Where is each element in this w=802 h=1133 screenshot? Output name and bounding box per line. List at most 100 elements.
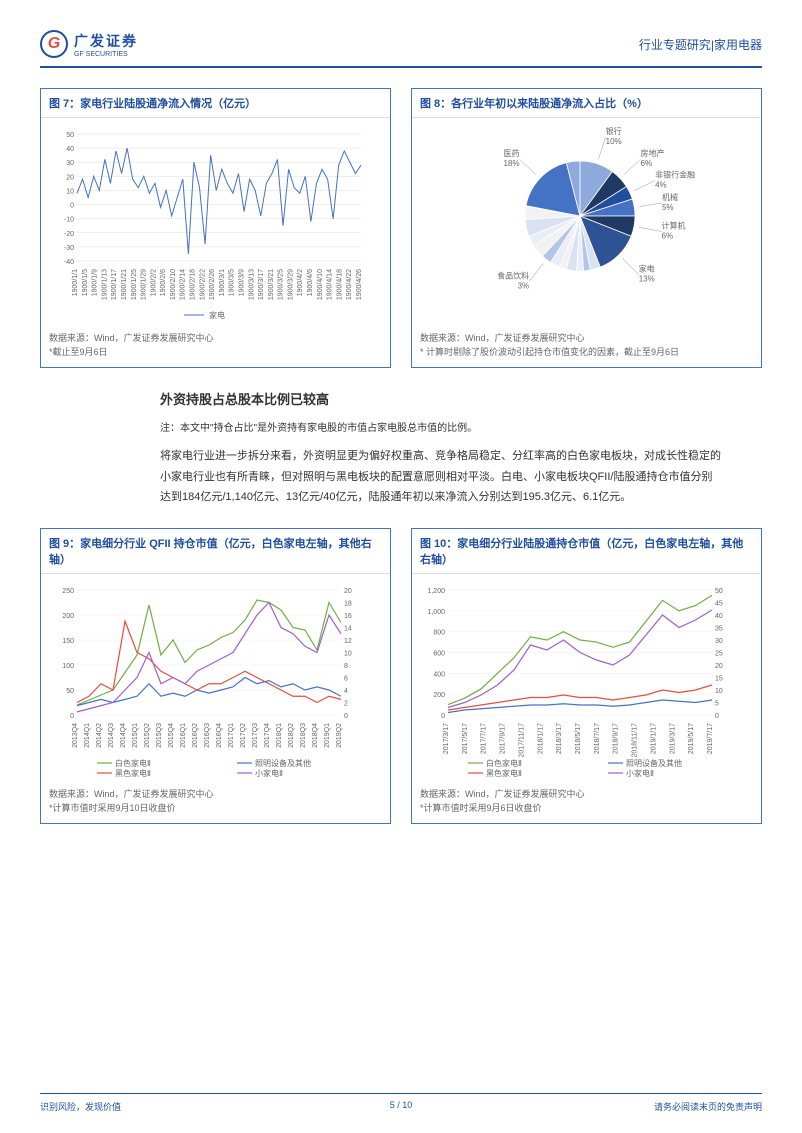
svg-text:2017Q1: 2017Q1: [228, 723, 235, 748]
svg-text:12: 12: [344, 638, 352, 645]
logo-icon: G: [40, 30, 68, 58]
svg-text:2013Q4: 2013Q4: [72, 723, 79, 748]
figure-7: 图 7：家电行业陆股通净流入情况（亿元） -40-30-20-100102030…: [40, 88, 391, 368]
svg-text:1900/3/17: 1900/3/17: [258, 269, 265, 300]
svg-text:1,200: 1,200: [427, 588, 445, 595]
svg-text:1900/3/29: 1900/3/29: [287, 269, 294, 300]
svg-text:计算机: 计算机: [662, 221, 686, 231]
fig9-source: 数据来源：Wind，广发证券发展研究中心: [49, 788, 382, 802]
svg-text:2017Q4: 2017Q4: [264, 723, 271, 748]
figure-9: 图 9：家电细分行业 QFII 持仓市值（亿元，白色家电左轴，其他右轴） 050…: [40, 528, 391, 824]
svg-text:20: 20: [344, 588, 352, 595]
svg-text:1900/3/5: 1900/3/5: [229, 269, 236, 296]
svg-text:2017/3/17: 2017/3/17: [443, 723, 450, 754]
footer: 识别风险，发现价值 5 / 10 请务必阅读末页的免责声明: [40, 1093, 762, 1113]
svg-text:2018/1/17: 2018/1/17: [537, 723, 544, 754]
svg-text:房地产: 房地产: [641, 148, 665, 158]
svg-text:30: 30: [715, 638, 723, 645]
fig10-note: *计算市值时采用9月6日收盘价: [420, 802, 753, 816]
svg-text:50: 50: [66, 132, 74, 139]
svg-text:25: 25: [715, 651, 723, 658]
svg-text:1900/2/2: 1900/2/2: [150, 269, 157, 296]
svg-text:小家电Ⅱ: 小家电Ⅱ: [255, 768, 283, 777]
svg-text:800: 800: [433, 630, 445, 637]
header: G 广发证券 GF SECURITIES 行业专题研究|家用电器: [40, 30, 762, 68]
svg-text:家电: 家电: [639, 264, 655, 274]
svg-text:1900/1/29: 1900/1/29: [141, 269, 148, 300]
svg-text:2018Q3: 2018Q3: [300, 723, 307, 748]
svg-text:1,000: 1,000: [427, 609, 445, 616]
svg-text:2015Q2: 2015Q2: [144, 723, 151, 748]
svg-text:-10: -10: [64, 217, 74, 224]
svg-text:2018/7/17: 2018/7/17: [594, 723, 601, 754]
svg-text:2018/3/17: 2018/3/17: [556, 723, 563, 754]
svg-text:-20: -20: [64, 231, 74, 238]
svg-text:1900/2/18: 1900/2/18: [190, 269, 197, 300]
svg-text:1900/3/1: 1900/3/1: [219, 269, 226, 296]
svg-text:1900/1/5: 1900/1/5: [82, 269, 89, 296]
svg-text:1900/2/10: 1900/2/10: [170, 269, 177, 300]
footer-left: 识别风险，发现价值: [40, 1100, 121, 1113]
svg-text:1900/3/21: 1900/3/21: [268, 269, 275, 300]
svg-text:10: 10: [344, 651, 352, 658]
svg-text:2017Q3: 2017Q3: [252, 723, 259, 748]
svg-text:2018Q4: 2018Q4: [312, 723, 319, 748]
svg-text:13%: 13%: [639, 275, 655, 284]
svg-text:2015Q4: 2015Q4: [168, 723, 175, 748]
svg-text:白色家电Ⅱ: 白色家电Ⅱ: [486, 758, 522, 768]
svg-text:1900/1/25: 1900/1/25: [131, 269, 138, 300]
svg-text:0: 0: [70, 713, 74, 720]
svg-text:1900/3/13: 1900/3/13: [248, 269, 255, 300]
svg-text:2018/11/17: 2018/11/17: [632, 723, 639, 758]
svg-text:1900/4/22: 1900/4/22: [346, 269, 353, 300]
svg-text:2: 2: [344, 701, 348, 708]
fig8-title: 图 8：各行业年初以来陆股通净流入占比（%）: [412, 89, 761, 118]
svg-text:18: 18: [344, 601, 352, 608]
figure-8: 图 8：各行业年初以来陆股通净流入占比（%） 银行10%房地产6%非银行金融4%…: [411, 88, 762, 368]
svg-text:35: 35: [715, 626, 723, 633]
svg-text:600: 600: [433, 651, 445, 658]
svg-text:2014Q1: 2014Q1: [84, 723, 91, 748]
svg-text:8: 8: [344, 663, 348, 670]
svg-text:2018Q1: 2018Q1: [276, 723, 283, 748]
svg-text:6: 6: [344, 676, 348, 683]
svg-text:2019/3/17: 2019/3/17: [669, 723, 676, 754]
svg-text:1900/2/22: 1900/2/22: [199, 269, 206, 300]
svg-text:2017/7/17: 2017/7/17: [481, 723, 488, 754]
svg-text:45: 45: [715, 601, 723, 608]
svg-text:2017Q2: 2017Q2: [240, 723, 247, 748]
svg-text:150: 150: [62, 638, 74, 645]
svg-text:20: 20: [715, 663, 723, 670]
svg-text:1900/4/18: 1900/4/18: [336, 269, 343, 300]
svg-text:2018/9/17: 2018/9/17: [613, 723, 620, 754]
body-section: 外资持股占总股本比例已较高 注：本文中"持仓占比"是外资持有家电股的市值占家电股…: [160, 388, 722, 508]
svg-text:18%: 18%: [503, 159, 519, 168]
svg-text:5%: 5%: [662, 203, 674, 212]
svg-text:食品饮料: 食品饮料: [497, 271, 529, 281]
svg-text:银行: 银行: [606, 126, 622, 136]
svg-text:1900/3/9: 1900/3/9: [238, 269, 245, 296]
svg-text:2017/9/17: 2017/9/17: [500, 723, 507, 754]
svg-text:机械: 机械: [662, 192, 678, 202]
svg-text:照明设备及其他: 照明设备及其他: [255, 758, 311, 768]
svg-text:4%: 4%: [655, 181, 667, 190]
svg-text:1900/4/6: 1900/4/6: [307, 269, 314, 296]
svg-text:2015Q3: 2015Q3: [156, 723, 163, 748]
svg-text:照明设备及其他: 照明设备及其他: [626, 758, 682, 768]
svg-text:2019/5/17: 2019/5/17: [688, 723, 695, 754]
svg-text:200: 200: [62, 613, 74, 620]
svg-text:2014Q4: 2014Q4: [120, 723, 127, 748]
svg-text:1900/4/10: 1900/4/10: [317, 269, 324, 300]
svg-text:2018Q2: 2018Q2: [288, 723, 295, 748]
header-category: 行业专题研究|家用电器: [639, 36, 762, 53]
svg-text:医药: 医药: [503, 148, 519, 158]
fig7-title: 图 7：家电行业陆股通净流入情况（亿元）: [41, 89, 390, 118]
figure-10: 图 10：家电细分行业陆股通持仓市值（亿元，白色家电左轴，其他右轴） 02004…: [411, 528, 762, 824]
svg-text:15: 15: [715, 676, 723, 683]
svg-text:4: 4: [344, 688, 348, 695]
svg-text:16: 16: [344, 613, 352, 620]
section-heading: 外资持股占总股本比例已较高: [160, 388, 722, 413]
svg-text:50: 50: [66, 688, 74, 695]
svg-text:1900/1/21: 1900/1/21: [121, 269, 128, 300]
svg-text:2019Q1: 2019Q1: [324, 723, 331, 748]
